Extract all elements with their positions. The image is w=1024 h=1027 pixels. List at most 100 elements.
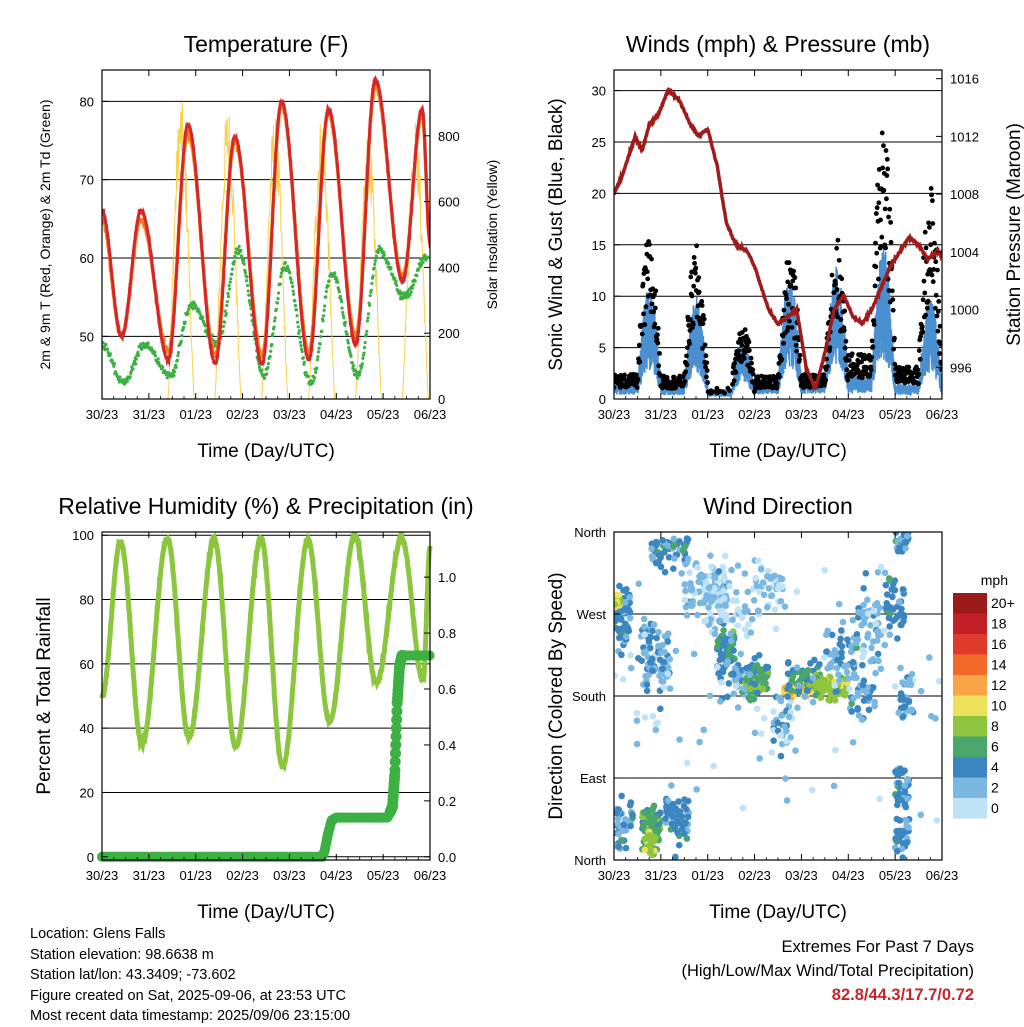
gust-point: [871, 318, 877, 323]
direction-point: [890, 587, 898, 594]
gust-point: [793, 285, 799, 291]
direction-point: [730, 647, 737, 654]
direction-point: [838, 627, 845, 634]
direction-point: [708, 563, 715, 571]
direction-point: [821, 677, 829, 684]
direction-point: [853, 631, 861, 638]
station-elevation: Station elevation: 98.6638 m: [30, 946, 214, 963]
dewpoint-point: [118, 375, 122, 379]
gust-point: [704, 360, 710, 366]
gust-point: [921, 278, 927, 284]
direction-point: [724, 693, 731, 701]
dewpoint-point: [172, 370, 177, 374]
dewpoint-point: [112, 361, 116, 366]
dewpoint-point: [413, 279, 417, 283]
direction-point: [729, 670, 737, 677]
dewpoint-point: [349, 354, 353, 358]
gust-point: [939, 367, 942, 372]
direction-point: [641, 846, 649, 854]
dewpoint-point: [319, 335, 323, 339]
dewpoint-point: [257, 365, 262, 369]
gust-point: [789, 325, 795, 330]
dewpoint-point: [368, 303, 372, 308]
speed-legend: mph 20+ 18 16 14 12 10 8 6 4 2 0: [953, 572, 1015, 819]
direction-point: [859, 647, 867, 654]
x-tick-label: 02/23: [738, 868, 771, 883]
dewpoint-point: [221, 329, 225, 334]
legend-swatch: [953, 593, 987, 614]
relative-humidity-line: [99, 532, 433, 773]
direction-panel: 30/23 31/23 01/23 02/23 03/23 04/23 05/23 06/23…: [546, 493, 958, 923]
dewpoint-point: [317, 346, 321, 350]
direction-point: [750, 596, 758, 604]
direction-point: [875, 657, 882, 665]
direction-point: [781, 723, 788, 730]
direction-point: [770, 737, 777, 744]
direction-point: [870, 607, 878, 615]
direction-point: [652, 559, 660, 567]
gust-point: [738, 339, 744, 344]
direction-point: [764, 567, 772, 575]
direction-point: [900, 696, 908, 703]
direction-point: [739, 804, 747, 812]
dewpoint-point: [279, 271, 283, 275]
direction-point: [716, 617, 724, 625]
gust-point: [927, 224, 932, 230]
x-tick-label: 30/23: [86, 868, 119, 883]
gust-point: [786, 301, 791, 307]
y-tick-label: 50: [80, 329, 94, 344]
legend-swatch: [953, 634, 987, 655]
dewpoint-point: [165, 376, 169, 380]
direction-point: [808, 786, 816, 794]
dewpoint-point: [273, 319, 277, 323]
gust-point: [883, 245, 888, 251]
y-axis-label: Direction (Colored By Speed): [546, 572, 567, 819]
direction-point: [858, 610, 866, 617]
dewpoint-point: [346, 341, 350, 345]
direction-point: [643, 687, 651, 695]
direction-point: [719, 563, 727, 571]
direction-point: [670, 555, 678, 562]
dewpoint-point: [134, 357, 138, 361]
extremes-subtitle: (High/Low/Max Wind/Total Precipitation): [681, 962, 974, 980]
dewpoint-point: [108, 352, 113, 356]
y2-tick-label: 0: [438, 392, 445, 407]
direction-point: [847, 648, 855, 656]
direction-point: [832, 746, 839, 754]
x-tick-label: 30/23: [598, 868, 631, 883]
gust-point: [884, 156, 890, 162]
direction-point: [690, 650, 698, 658]
direction-point: [720, 595, 728, 602]
dewpoint-point: [125, 379, 129, 383]
dewpoint-point: [291, 289, 295, 293]
direction-point: [731, 665, 739, 672]
precip-point: [397, 649, 409, 661]
solar-insolation-line: [121, 101, 430, 399]
direction-point: [903, 839, 911, 846]
gust-point: [700, 321, 706, 327]
gust-point: [649, 256, 654, 262]
precip-point: [331, 812, 342, 823]
gust-point: [649, 301, 655, 307]
temp-2m-line: [102, 74, 430, 368]
direction-point: [748, 615, 756, 623]
dewpoint-point: [401, 291, 405, 295]
temp-9m-line: [102, 83, 430, 363]
direction-point: [892, 532, 900, 536]
gust-point: [746, 339, 752, 345]
direction-point: [774, 585, 782, 592]
direction-point: [614, 815, 622, 822]
dewpoint-point: [283, 260, 287, 265]
dewpoint-point: [172, 373, 176, 378]
gust-point: [879, 234, 885, 240]
y-tick-label: 20: [592, 186, 606, 201]
gust-point: [686, 323, 692, 328]
gust-point: [696, 289, 702, 295]
gust-point: [880, 165, 886, 171]
y2-axis-label: Station Pressure (Maroon): [1004, 123, 1024, 346]
y2-tick-label: 1012: [950, 129, 979, 144]
dewpoint-point: [322, 308, 326, 312]
y-tick-label: 80: [80, 94, 94, 109]
direction-point: [734, 606, 742, 613]
